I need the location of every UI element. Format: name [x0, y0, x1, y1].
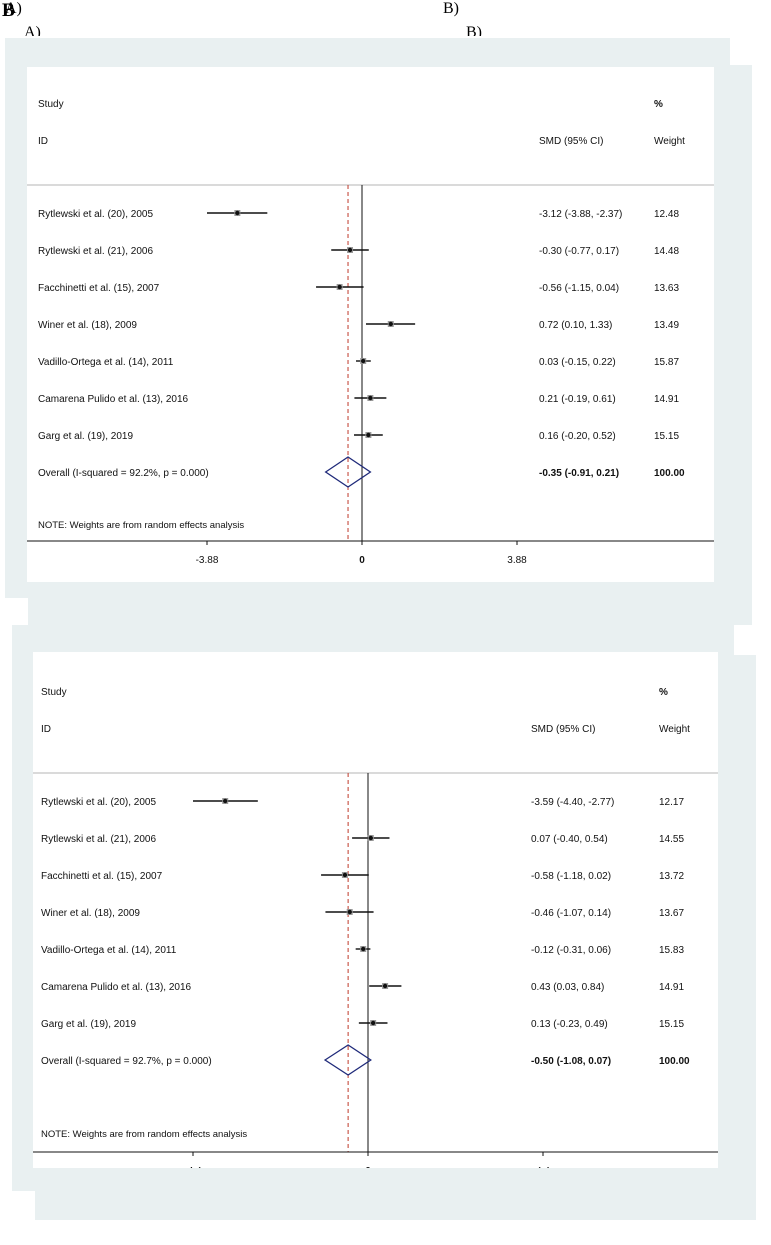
weight-text: 14.91 [659, 982, 684, 993]
weight-text: 13.63 [654, 283, 679, 294]
overall-label: Overall (I-squared = 92.7%, p = 0.000) [41, 1056, 212, 1067]
ci-text: -0.12 (-0.31, 0.06) [531, 945, 611, 956]
ci-text: -0.46 (-1.07, 0.14) [531, 908, 611, 919]
panel-label-b-main: B) [443, 0, 459, 17]
weight-text: 15.15 [654, 431, 679, 442]
plot-card-b [33, 652, 718, 1168]
study-label: Camarena Pulido et al. (13), 2016 [38, 394, 189, 405]
x-tick-label: 4.4 [536, 1166, 550, 1168]
study-label: Rytlewski et al. (20), 2005 [38, 209, 153, 220]
study-label: Rytlewski et al. (20), 2005 [41, 797, 156, 808]
x-tick-label: 0 [365, 1166, 371, 1168]
ci-text: 0.13 (-0.23, 0.49) [531, 1019, 608, 1030]
overall-weight: 100.00 [659, 1056, 690, 1067]
study-label: Camarena Pulido et al. (13), 2016 [41, 982, 192, 993]
note-text: NOTE: Weights are from random effects an… [41, 1129, 247, 1140]
weight-text: 13.72 [659, 871, 684, 882]
study-label: Garg et al. (19), 2019 [41, 1019, 136, 1030]
ci-text: 0.21 (-0.19, 0.61) [539, 394, 616, 405]
point-estimate [337, 284, 342, 290]
point-estimate [368, 395, 373, 401]
panel-label-a-main: A) [5, 0, 22, 17]
weight-text: 13.49 [654, 320, 679, 331]
point-estimate [342, 872, 348, 878]
weight-text: 14.91 [654, 394, 679, 405]
ci-text: 0.16 (-0.20, 0.52) [539, 431, 616, 442]
forest-plot-a: Study ID SMD (95% CI)% Weight Rytlewski et a… [27, 99, 714, 566]
study-label: Rytlewski et al. (21), 2006 [41, 834, 156, 845]
point-estimate [235, 210, 240, 216]
study-label: Vadillo-Ortega et al. (14), 2011 [41, 945, 177, 956]
panel-label-overlap: B [2, 0, 15, 21]
study-label: Winer et al. (18), 2009 [38, 320, 137, 331]
study-label: Facchinetti et al. (15), 2007 [38, 283, 160, 294]
overall-ci-text: -0.35 (-0.91, 0.21) [539, 468, 619, 479]
x-tick-label: -3.88 [196, 555, 219, 566]
x-tick-label: 3.88 [507, 555, 527, 566]
study-label: Rytlewski et al. (21), 2006 [38, 246, 153, 257]
ci-text: 0.72 (0.10, 1.33) [539, 320, 612, 331]
point-estimate [366, 432, 371, 438]
header-id: ID [38, 136, 48, 147]
point-estimate [347, 909, 352, 915]
overall-weight: 100.00 [654, 468, 685, 479]
note-text: NOTE: Weights are from random effects an… [38, 520, 244, 531]
point-estimate [223, 798, 228, 804]
ci-text: -0.30 (-0.77, 0.17) [539, 246, 619, 257]
ci-text: -3.59 (-4.40, -2.77) [531, 797, 614, 808]
header-study: Study [41, 687, 67, 698]
weight-text: 13.67 [659, 908, 684, 919]
header-study: Study [38, 99, 64, 110]
ci-text: 0.03 (-0.15, 0.22) [539, 357, 616, 368]
weight-text: 15.87 [654, 357, 679, 368]
ci-text: 0.07 (-0.40, 0.54) [531, 834, 608, 845]
point-estimate [382, 983, 388, 989]
weight-text: 15.83 [659, 945, 684, 956]
header-percent: % [654, 99, 663, 110]
header-weight: Weight [654, 136, 685, 147]
weight-text: 12.17 [659, 797, 684, 808]
panel-label-a-ghost: A) [24, 24, 41, 36]
study-label: Vadillo-Ortega et al. (14), 2011 [38, 357, 174, 368]
point-estimate [368, 835, 373, 841]
forest-plot-b: Study ID SMD (95% CI)% Weight Rytlewski et a… [33, 687, 718, 1168]
overall-diamond [324, 456, 372, 488]
ci-text: -0.56 (-1.15, 0.04) [539, 283, 619, 294]
overall-ci-text: -0.50 (-1.08, 0.07) [531, 1056, 611, 1067]
header-percent: % [659, 687, 668, 698]
study-label: Winer et al. (18), 2009 [41, 908, 140, 919]
panel-label-b-ghost: B) [466, 24, 482, 36]
header-id: ID [41, 724, 51, 735]
header-effect: SMD (95% CI) [531, 724, 595, 735]
point-estimate [370, 1020, 376, 1026]
study-label: Garg et al. (19), 2019 [38, 431, 133, 442]
x-tick-label: -4.4 [184, 1166, 202, 1168]
point-estimate [347, 247, 353, 253]
overall-label: Overall (I-squared = 92.2%, p = 0.000) [38, 468, 209, 479]
study-label: Facchinetti et al. (15), 2007 [41, 871, 163, 882]
point-estimate [388, 321, 393, 327]
ci-text: -0.58 (-1.18, 0.02) [531, 871, 611, 882]
ci-text: 0.43 (0.03, 0.84) [531, 982, 604, 993]
point-estimate [361, 946, 366, 952]
x-tick-label: 0 [359, 555, 365, 566]
ci-text: -3.12 (-3.88, -2.37) [539, 209, 622, 220]
header-effect: SMD (95% CI) [539, 136, 603, 147]
header-weight: Weight [659, 724, 690, 735]
weight-text: 14.48 [654, 246, 679, 257]
weight-text: 12.48 [654, 209, 679, 220]
weight-text: 14.55 [659, 834, 684, 845]
weight-text: 15.15 [659, 1019, 684, 1030]
point-estimate [360, 358, 366, 364]
overall-diamond [323, 1044, 372, 1076]
